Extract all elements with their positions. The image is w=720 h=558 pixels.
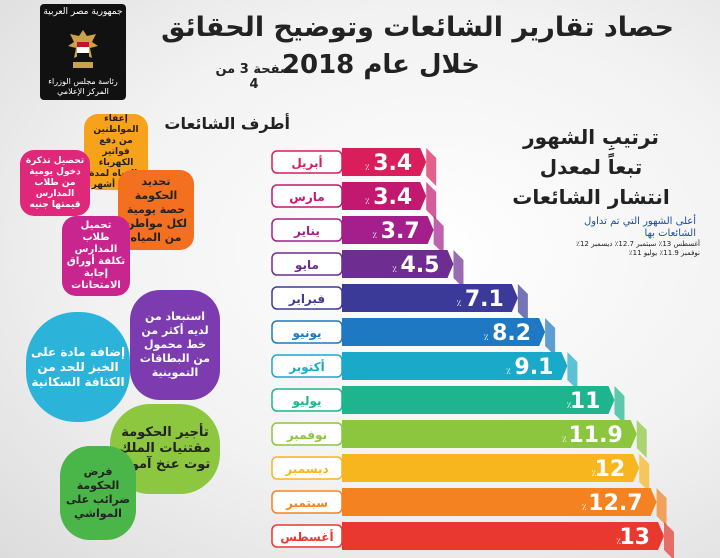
rumor-bubble-5: استبعاد من لديه أكثر من خط محمول من البط… bbox=[130, 290, 220, 400]
ranking-title-line-1: ترتيبِ الشهور bbox=[523, 125, 659, 149]
value-unit: ٪ bbox=[365, 163, 370, 173]
month-label: يونيو bbox=[292, 326, 322, 341]
month-label-pill bbox=[271, 184, 343, 208]
bar bbox=[342, 318, 546, 346]
rumor-bubble-6: إضافة مادة على الخبز للحد من الكثافة الس… bbox=[26, 312, 130, 422]
value-unit: ٪ bbox=[591, 469, 596, 479]
rumor-bubble-4: تحميل طلاب المدارس تكلفة أوراق إجابة الا… bbox=[62, 216, 130, 296]
value-label: 13 bbox=[619, 525, 650, 550]
value-label: 3.7 bbox=[381, 219, 420, 244]
ranking-top-months: أغسطس 13٪ سبتمبر 12.7٪ ديسمبر 12٪ نوفمبر… bbox=[576, 240, 700, 257]
logo-top-text: جمهورية مصر العربية bbox=[43, 7, 123, 17]
bar bbox=[342, 284, 518, 312]
value-label: 4.5 bbox=[400, 253, 439, 278]
value-label: 8.2 bbox=[492, 321, 531, 346]
month-label: فبراير bbox=[288, 292, 325, 306]
value-label: 11.9 bbox=[568, 423, 622, 448]
ranking-title: ترتيبِ الشهور تبعاً لمعدل انتشار الشائعا… bbox=[480, 122, 702, 212]
bar bbox=[342, 182, 427, 210]
value-label: 3.4 bbox=[373, 185, 412, 210]
value-label: 12 bbox=[595, 457, 626, 482]
bar-side-face bbox=[453, 250, 464, 288]
value-unit: ٪ bbox=[484, 333, 489, 343]
bar bbox=[342, 522, 664, 550]
bar-side-face bbox=[636, 420, 647, 458]
bar bbox=[342, 420, 637, 448]
value-unit: ٪ bbox=[562, 435, 567, 445]
bar-side-face bbox=[639, 454, 650, 492]
rumor-bubble-8: فرض الحكومة ضرائب على المواشي bbox=[60, 446, 136, 540]
month-label-pill bbox=[271, 524, 343, 548]
month-label: أكتوبر bbox=[288, 359, 324, 375]
month-label: أبريل bbox=[291, 155, 322, 170]
month-label: أغسطس bbox=[280, 529, 333, 544]
month-label-pill bbox=[271, 490, 343, 514]
bar-side-face bbox=[664, 522, 674, 558]
month-label: يناير bbox=[293, 224, 320, 238]
bar-side-face bbox=[656, 488, 667, 526]
bar-side-face bbox=[426, 182, 437, 220]
page-subtitle: خلال عام 2018 bbox=[281, 50, 480, 80]
ranking-title-line-2: تبعاً لمعدل bbox=[539, 155, 643, 179]
bar-side-face bbox=[545, 318, 556, 356]
month-label: مارس bbox=[289, 190, 324, 204]
bar-side-face bbox=[614, 386, 625, 424]
month-label-pill bbox=[271, 150, 343, 174]
page-indicator: صفحة 3 من 4 bbox=[215, 62, 293, 92]
bar bbox=[342, 352, 568, 380]
bar bbox=[342, 488, 657, 516]
month-label-pill bbox=[271, 218, 343, 242]
value-unit: ٪ bbox=[567, 401, 572, 411]
bar bbox=[342, 386, 615, 414]
month-label: يوليو bbox=[292, 394, 322, 409]
value-unit: ٪ bbox=[365, 197, 370, 207]
value-label: 11 bbox=[570, 389, 601, 414]
logo: جمهورية مصر العربية رئاسة مجلس الوزراء ا… bbox=[40, 4, 126, 100]
page-title: حصاد تقارير الشائعات وتوضيح الحقائق bbox=[161, 12, 674, 43]
bar bbox=[342, 148, 427, 176]
value-unit: ٪ bbox=[392, 265, 397, 275]
ranking-note: أعلى الشهور التي تم تداول الشائعات بها bbox=[584, 216, 696, 239]
value-label: 7.1 bbox=[465, 287, 504, 312]
ranking-title-line-3: انتشار الشائعات bbox=[512, 185, 670, 209]
bar-side-face bbox=[517, 284, 528, 322]
month-label-pill bbox=[271, 354, 343, 378]
bar bbox=[342, 454, 640, 482]
month-label-pill bbox=[271, 456, 343, 480]
month-label: مايو bbox=[294, 258, 319, 273]
month-label-pill bbox=[271, 252, 343, 276]
value-unit: ٪ bbox=[506, 367, 511, 377]
value-unit: ٪ bbox=[372, 231, 377, 241]
month-label: ديسمبر bbox=[284, 462, 328, 476]
month-label-pill bbox=[271, 422, 343, 446]
month-label-pill bbox=[271, 286, 343, 310]
rumor-bubble-3: تحديد الحكومة حصة يومية لكل مواطن من الم… bbox=[118, 170, 194, 250]
bar-side-face bbox=[567, 352, 578, 390]
value-label: 3.4 bbox=[373, 151, 412, 176]
month-label-pill bbox=[271, 320, 343, 344]
bar-side-face bbox=[433, 216, 444, 254]
value-label: 12.7 bbox=[588, 491, 642, 516]
month-label-pill bbox=[271, 388, 343, 412]
eagle-emblem-icon bbox=[68, 30, 98, 68]
month-label: نوفمبر bbox=[286, 428, 327, 443]
value-unit: ٪ bbox=[457, 299, 462, 309]
value-unit: ٪ bbox=[616, 537, 621, 547]
value-label: 9.1 bbox=[514, 355, 553, 380]
bar-side-face bbox=[426, 148, 437, 186]
value-unit: ٪ bbox=[582, 503, 587, 513]
bar bbox=[342, 250, 454, 278]
rumors-title: أطرف الشائعات bbox=[164, 114, 290, 133]
bar bbox=[342, 216, 434, 244]
rumor-bubble-2: تحصيل تذكرة دخول يومية من طلاب المدارس ق… bbox=[20, 150, 90, 216]
logo-bottom-text: رئاسة مجلس الوزراء المركز الإعلامي bbox=[48, 77, 118, 96]
month-label: سبتمبر bbox=[285, 496, 328, 510]
